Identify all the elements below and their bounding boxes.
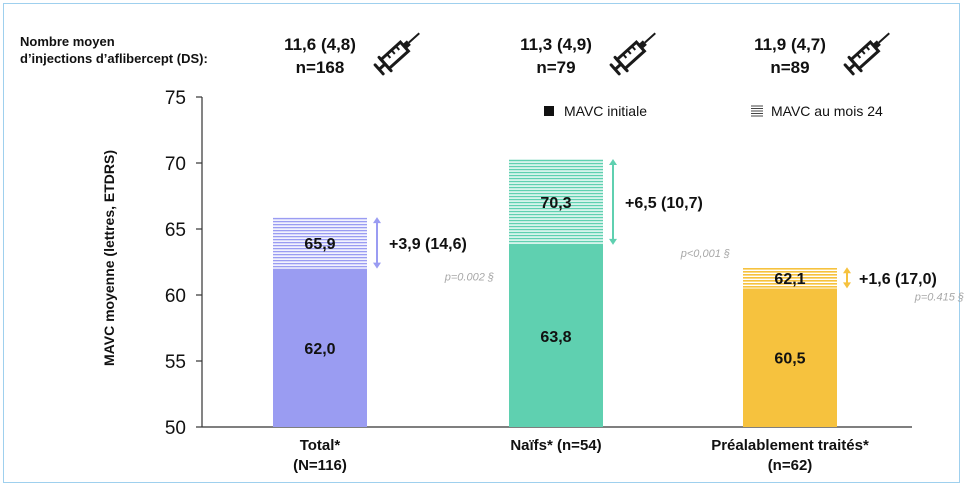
bar-month24 bbox=[509, 159, 603, 246]
bar-month24 bbox=[273, 217, 367, 269]
injections-header-line1: Nombre moyen bbox=[20, 34, 115, 49]
annotations: +3,9 (14,6) p=0.002 § +6,5 (10,7) p<0,001 §… bbox=[373, 159, 964, 303]
data-label-initial: 63,8 bbox=[540, 329, 571, 346]
x-tick-label: Total* bbox=[300, 437, 341, 454]
y-tick-label: 65 bbox=[165, 220, 186, 241]
injections-mean-label: 11,3 (4,9) bbox=[520, 35, 592, 54]
change-arrow bbox=[843, 267, 851, 289]
syringe-icon bbox=[371, 25, 427, 78]
injections-mean-label: 11,6 (4,8) bbox=[284, 35, 356, 54]
y-axis-title: MAVC moyenne (lettres, ETDRS) bbox=[101, 150, 117, 366]
injections-n-label: n=89 bbox=[770, 58, 809, 77]
change-arrow bbox=[609, 159, 617, 245]
injections-header-line2: d’injections d’aflibercept (DS): bbox=[20, 51, 208, 66]
x-tick-sublabel: (n=62) bbox=[768, 457, 813, 474]
injection-info: 11,6 (4,8) n=168 11,3 (4,9) n=79 11,9 (4,7) n… bbox=[284, 25, 897, 78]
injections-n-label: n=168 bbox=[296, 58, 345, 77]
x-tick-label: Préalablement traités* bbox=[711, 437, 869, 454]
y-ticks: 50 55 60 65 70 75 bbox=[165, 88, 202, 439]
data-label-month24: 70,3 bbox=[540, 195, 571, 212]
injections-n-label: n=79 bbox=[536, 58, 575, 77]
syringe-icon bbox=[607, 25, 663, 78]
y-tick-label: 60 bbox=[165, 286, 186, 307]
syringe-icon bbox=[841, 25, 897, 78]
change-arrow bbox=[373, 217, 381, 269]
legend-swatch-month24 bbox=[751, 105, 763, 117]
y-tick-label: 70 bbox=[165, 154, 186, 175]
data-label-month24: 62,1 bbox=[774, 271, 805, 288]
p-value-label: p<0,001 § bbox=[680, 248, 730, 260]
change-label: +3,9 (14,6) bbox=[389, 236, 467, 253]
data-label-initial: 62,0 bbox=[304, 341, 335, 358]
x-tick-label: Naïfs* (n=54) bbox=[510, 437, 601, 454]
legend: MAVC initiale MAVC au mois 24 bbox=[544, 103, 883, 119]
y-tick-label: 50 bbox=[165, 418, 186, 439]
y-tick-label: 55 bbox=[165, 352, 186, 373]
p-value-label: p=0.415 § bbox=[914, 291, 964, 303]
x-tick-sublabel: (N=116) bbox=[293, 457, 347, 474]
data-label-initial: 60,5 bbox=[774, 351, 805, 368]
data-label-month24: 65,9 bbox=[304, 236, 335, 253]
bar-initial bbox=[743, 288, 837, 427]
change-label: +1,6 (17,0) bbox=[859, 271, 937, 288]
bar-month24 bbox=[743, 267, 837, 289]
bars: 62,0 65,9 63,8 70,3 60,5 62,1 bbox=[273, 159, 837, 427]
injections-mean-label: 11,9 (4,7) bbox=[754, 35, 826, 54]
y-tick-label: 75 bbox=[165, 88, 186, 109]
change-label: +6,5 (10,7) bbox=[625, 195, 703, 212]
legend-swatch-initial bbox=[544, 106, 554, 116]
legend-label-initial: MAVC initiale bbox=[564, 103, 647, 119]
legend-label-month24: MAVC au mois 24 bbox=[771, 103, 883, 119]
bar-initial bbox=[509, 244, 603, 427]
p-value-label: p=0.002 § bbox=[444, 272, 494, 284]
x-tick-labels: Total* (N=116) Naïfs* (n=54) Préalablement … bbox=[293, 437, 869, 474]
bar-initial bbox=[273, 268, 367, 427]
